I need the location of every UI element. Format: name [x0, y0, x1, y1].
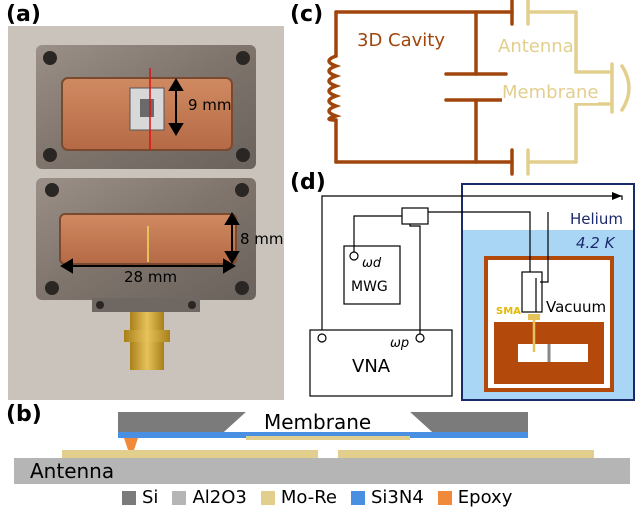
dimension-label-9mm: 9 mm — [188, 96, 232, 114]
circulator-box — [521, 271, 543, 313]
cavity-circuit — [327, 0, 514, 176]
legend-label-si3n4: Si3N4 — [370, 487, 424, 508]
swatch-mo-re — [260, 490, 275, 505]
wiring — [321, 195, 623, 338]
panel-label-c: (c) — [290, 2, 324, 27]
omega-d-label: ωd — [362, 256, 382, 271]
legend-item-si: Si — [122, 487, 158, 508]
antenna-section-label: Antenna — [30, 459, 115, 483]
cross-section — [14, 412, 630, 484]
legend-label-si: Si — [142, 487, 159, 508]
inductor — [327, 54, 342, 122]
legend-item-si3n4: Si3N4 — [350, 487, 424, 508]
cavity-slot — [518, 344, 588, 362]
membrane-section-label: Membrane — [264, 410, 372, 434]
panel-label-d: (d) — [290, 170, 326, 195]
omega-p-label: ωp — [390, 336, 410, 351]
panel-label-b: (b) — [6, 402, 42, 427]
temperature-label: 4.2 K — [576, 234, 615, 252]
dimension-8mm — [224, 212, 240, 264]
external-circuit — [526, 0, 631, 176]
membrane-electrode — [246, 436, 410, 440]
membrane-label: Membrane — [502, 82, 599, 103]
circuit-diagram — [327, 0, 631, 176]
legend-label-epoxy: Epoxy — [457, 487, 513, 508]
swatch-epoxy — [437, 490, 452, 505]
antenna-electrode-right — [338, 450, 594, 458]
dimension-28mm — [60, 258, 236, 274]
legend-item-al2o3: Al2O3 — [172, 487, 247, 508]
material-legend: Si Al2O3 Mo-Re Si3N4 Epoxy — [122, 487, 512, 508]
setup-diagram — [309, 183, 635, 401]
si3n4-layer — [118, 432, 528, 438]
legend-label-al2o3: Al2O3 — [192, 487, 247, 508]
legend-item-epoxy: Epoxy — [437, 487, 513, 508]
sma-label: SMA — [496, 306, 521, 317]
panel-label-a: (a) — [6, 2, 41, 27]
cavity-top-half — [36, 45, 256, 169]
swatch-si3n4 — [350, 490, 365, 505]
cavity-label: 3D Cavity — [357, 30, 445, 51]
dimension-9mm — [168, 78, 184, 136]
si-chip — [118, 412, 528, 432]
helium-label: Helium — [570, 210, 623, 228]
sma-mark — [528, 314, 540, 320]
vna-label: VNA — [352, 356, 391, 377]
legend-label-mo-re: Mo-Re — [280, 487, 337, 508]
swatch-al2o3 — [172, 490, 187, 505]
antenna-electrode-left — [62, 450, 318, 458]
coupler-box — [401, 207, 429, 225]
legend-item-mo-re: Mo-Re — [260, 487, 337, 508]
swatch-si — [122, 490, 136, 505]
dimension-label-28mm: 28 mm — [124, 268, 178, 286]
photo-panel — [8, 26, 284, 400]
epoxy-drop — [124, 438, 138, 450]
vna-box — [309, 329, 453, 397]
antenna-substrate — [14, 458, 630, 484]
antenna-label: Antenna — [498, 36, 574, 57]
vacuum-label: Vacuum — [546, 298, 607, 316]
mwg-label: MWG — [351, 279, 388, 295]
dimension-label-8mm: 8 mm — [240, 230, 284, 248]
membrane-curve — [620, 64, 631, 112]
cavity-bottom-half — [36, 178, 256, 370]
